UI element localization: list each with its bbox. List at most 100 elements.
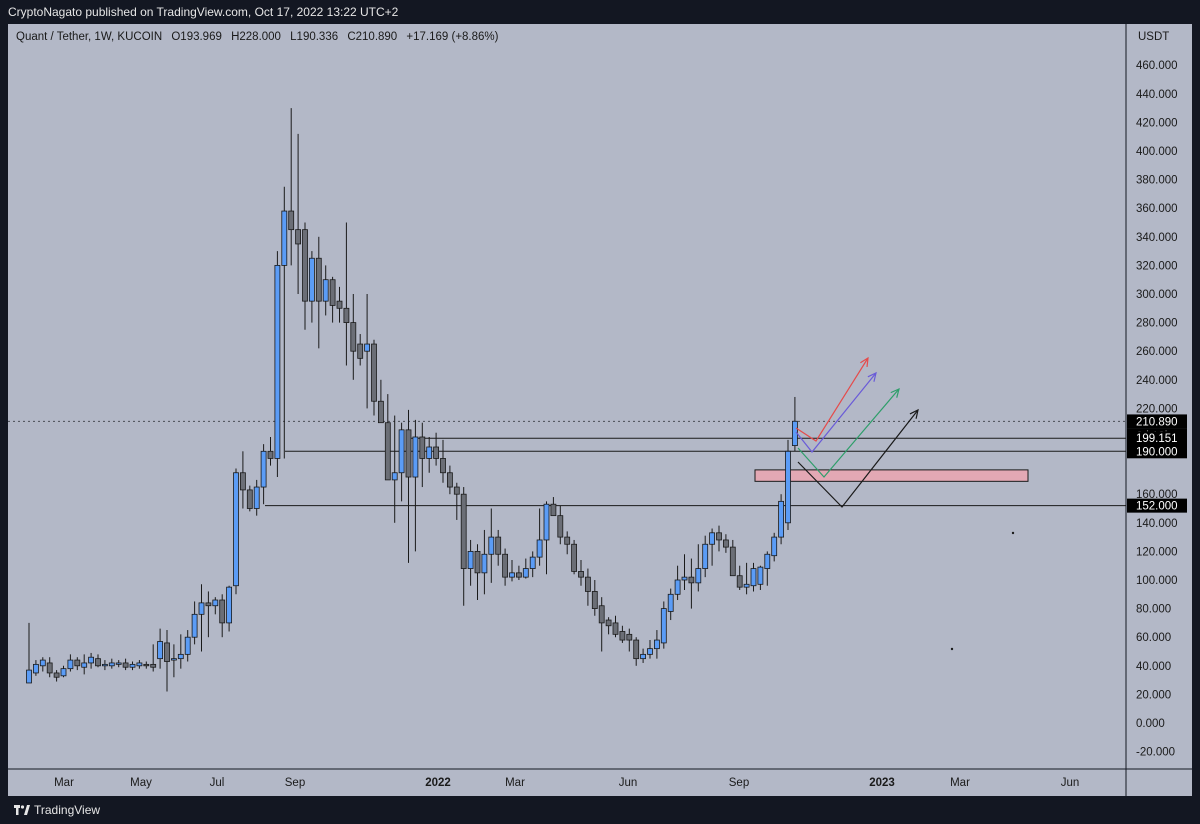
candle-body [522, 568, 529, 578]
time-tick-label: Jul [210, 777, 225, 789]
candle [640, 648, 646, 663]
candle [295, 133, 302, 294]
candle [785, 439, 791, 530]
candle-body [102, 663, 108, 667]
candle-body [743, 583, 750, 588]
candle-body [74, 659, 81, 667]
candle [33, 660, 39, 676]
candle [315, 236, 322, 349]
candle-body [785, 450, 791, 524]
candle-body [405, 429, 412, 478]
candle-body [205, 602, 212, 607]
price-tick-label: 240.000 [1136, 375, 1178, 387]
candle [115, 660, 122, 668]
candle [143, 661, 150, 669]
candle [67, 654, 74, 672]
candle [191, 601, 198, 645]
candle-body [750, 568, 757, 587]
current-price-badge-bg [1127, 414, 1187, 429]
footer: TradingView [0, 796, 1200, 824]
candle-body [95, 658, 101, 667]
candle-body [143, 663, 150, 667]
candle [674, 565, 681, 601]
candle [585, 568, 591, 606]
candle-body [736, 575, 743, 588]
red-projection-arrow-path [795, 357, 869, 442]
candle-body [633, 639, 640, 660]
price-tick-label: 300.000 [1136, 289, 1178, 301]
footer-brand: TradingView [34, 803, 101, 817]
candle-body [295, 229, 302, 245]
price-tick-label: 140.000 [1136, 518, 1178, 530]
candle [288, 108, 295, 266]
candle [626, 628, 633, 652]
candle [239, 451, 246, 509]
candle-body [598, 605, 605, 624]
candle [267, 437, 274, 466]
candle [426, 437, 433, 473]
candle-body [412, 436, 419, 478]
price-tick-label: 40.000 [1136, 661, 1171, 673]
candle-body [288, 210, 295, 231]
candle-body [446, 472, 453, 488]
candle [578, 559, 584, 586]
candle-body [170, 658, 177, 661]
candle [412, 419, 419, 552]
candle [136, 660, 143, 669]
candle [39, 657, 46, 672]
candle-body [164, 642, 170, 662]
price-tick-label: 320.000 [1136, 260, 1178, 272]
candle [302, 222, 308, 330]
candle [460, 487, 467, 606]
candle-body [660, 608, 667, 644]
candle-body [39, 659, 46, 667]
candle [281, 186, 288, 459]
candle-body [184, 636, 191, 655]
candle [53, 670, 60, 682]
price-tick-label: 380.000 [1136, 175, 1178, 187]
candle [336, 286, 343, 323]
candle [74, 657, 81, 671]
candle [157, 628, 164, 669]
candle [46, 657, 53, 678]
candle [364, 294, 371, 409]
candle-body [640, 653, 646, 660]
candle-body [364, 343, 371, 352]
candle-body [702, 543, 709, 569]
zone-price-badge-bg [1127, 431, 1187, 446]
candle-body [757, 566, 764, 585]
candle [557, 505, 564, 545]
legend-close: C210.890 [347, 31, 398, 43]
candle-body [343, 307, 350, 323]
candle-body [226, 586, 233, 624]
zone-lines [8, 420, 1126, 507]
black-projection-arrow [797, 408, 919, 508]
candle-body [233, 472, 239, 587]
candle-body [129, 663, 136, 668]
candle [743, 562, 750, 595]
annotation-dot [950, 647, 954, 651]
candle [509, 559, 515, 582]
candle-body [543, 503, 550, 541]
candle-body [357, 343, 364, 359]
green-projection-arrow-head [890, 387, 900, 398]
candle [260, 444, 267, 505]
candle [205, 591, 212, 638]
candle-body [453, 486, 460, 495]
candle-body [688, 576, 695, 584]
candle-body [419, 436, 426, 459]
candle [522, 558, 529, 579]
candle [440, 439, 446, 483]
candle [702, 535, 709, 578]
time-tick-label: Jun [619, 777, 638, 789]
candle [170, 644, 177, 678]
time-tick-label: Jun [1061, 777, 1080, 789]
candle-body [88, 656, 94, 664]
candle-body [315, 257, 322, 302]
candle-body [81, 662, 88, 668]
candle-body [46, 662, 53, 674]
candle [716, 525, 722, 552]
candle [633, 637, 640, 666]
candle-body [557, 515, 564, 538]
